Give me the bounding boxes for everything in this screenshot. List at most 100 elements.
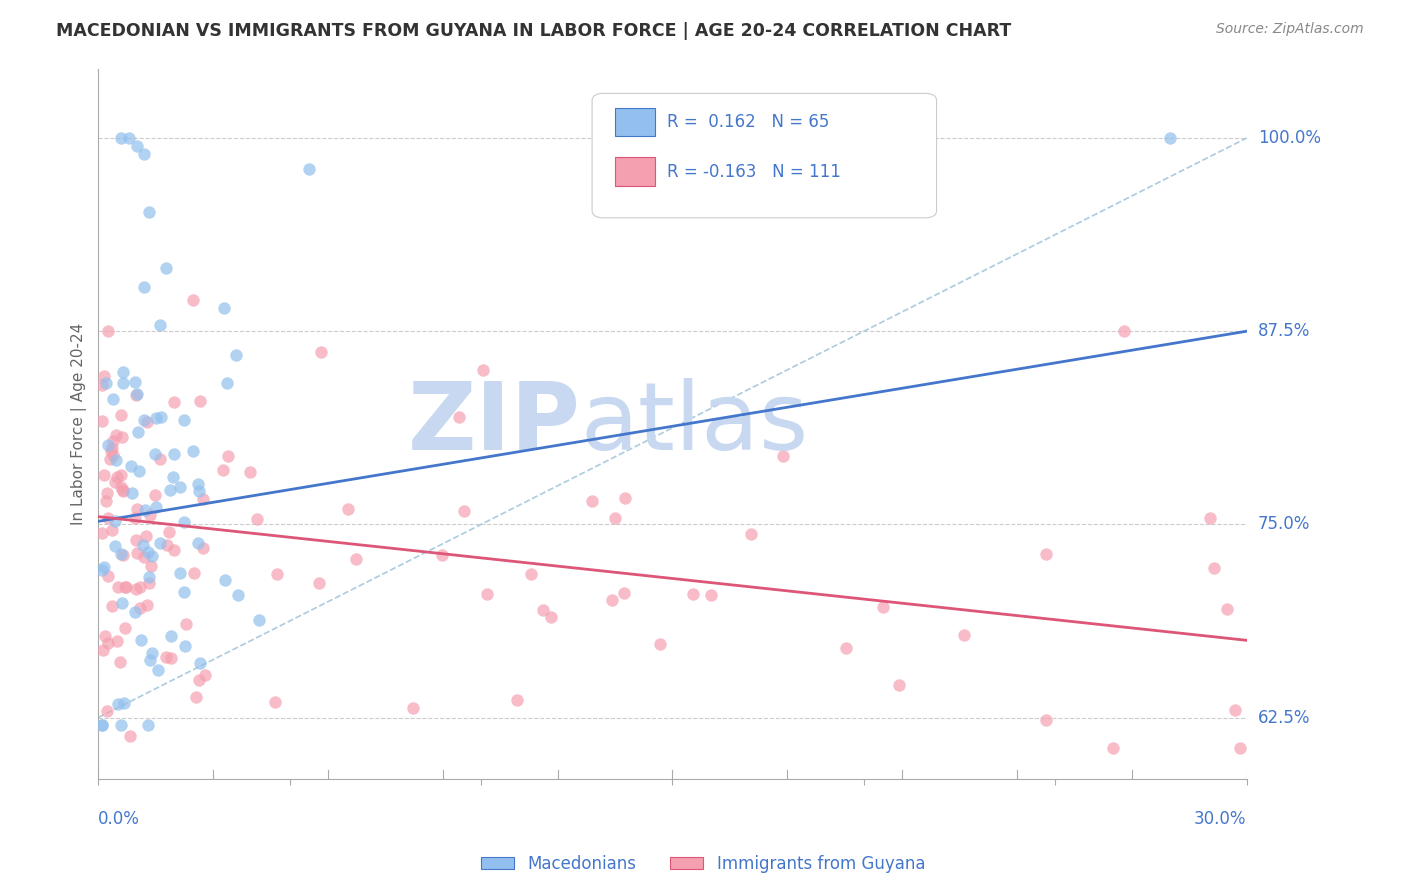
Point [188, 483, 211, 498]
Point [187, 673, 209, 687]
Point [110, 409, 132, 423]
Point [217, 449, 239, 463]
Point [215, 376, 238, 390]
Point [155, 261, 177, 276]
Point [129, 601, 152, 615]
Point [149, 536, 172, 550]
Text: 87.5%: 87.5% [1258, 322, 1310, 340]
Point [97, 511, 120, 525]
Point [1035, 713, 1057, 727]
Point [105, 453, 128, 467]
Point [125, 388, 148, 402]
Point [101, 392, 124, 407]
Point [105, 633, 128, 648]
Point [173, 413, 195, 427]
Point [125, 138, 148, 153]
Point [149, 452, 172, 467]
Point [96, 704, 118, 718]
Point [1035, 548, 1057, 562]
Point [136, 718, 159, 732]
Point [581, 494, 603, 508]
Point [118, 729, 141, 743]
Point [108, 655, 131, 669]
Point [135, 598, 157, 612]
Text: 0.0%: 0.0% [98, 810, 141, 828]
Point [430, 548, 453, 562]
Point [127, 387, 149, 401]
Point [104, 475, 127, 489]
Text: 75.0%: 75.0% [1258, 516, 1310, 533]
Point [138, 570, 160, 584]
Point [139, 508, 162, 523]
Point [246, 512, 269, 526]
Point [239, 465, 262, 479]
FancyBboxPatch shape [614, 157, 655, 186]
Point [114, 621, 136, 635]
Point [1159, 131, 1181, 145]
Point [145, 500, 167, 514]
Point [136, 545, 159, 559]
Point [100, 443, 122, 458]
Point [952, 628, 974, 642]
Point [191, 541, 214, 555]
Point [132, 412, 155, 426]
Point [181, 444, 204, 458]
Text: atlas: atlas [581, 378, 808, 470]
Point [174, 616, 197, 631]
Point [143, 488, 166, 502]
Point [453, 504, 475, 518]
Point [93, 468, 115, 483]
Point [91, 718, 114, 732]
Point [125, 582, 148, 597]
Point [520, 566, 543, 581]
Point [134, 550, 156, 565]
Point [112, 365, 135, 379]
Point [107, 580, 129, 594]
Point [129, 633, 152, 648]
Point [115, 580, 138, 594]
Point [1198, 511, 1220, 525]
Point [475, 586, 498, 600]
Point [128, 464, 150, 478]
Point [194, 668, 217, 682]
Point [111, 484, 134, 499]
Text: R = -0.163   N = 111: R = -0.163 N = 111 [666, 162, 841, 180]
Point [143, 447, 166, 461]
Point [97, 569, 120, 583]
Point [101, 599, 124, 614]
Point [887, 678, 910, 692]
Point [173, 585, 195, 599]
Point [97, 636, 120, 650]
Point [648, 637, 671, 651]
Point [700, 588, 723, 602]
Point [156, 538, 179, 552]
Point [188, 393, 211, 408]
Y-axis label: In Labor Force | Age 20-24: In Labor Force | Age 20-24 [72, 323, 87, 525]
Point [101, 442, 124, 456]
Point [613, 491, 636, 505]
Point [1223, 703, 1246, 717]
Point [157, 525, 180, 540]
Point [127, 425, 149, 440]
Point [132, 538, 155, 552]
Point [120, 459, 142, 474]
Point [105, 470, 128, 484]
Point [107, 697, 129, 711]
Point [740, 527, 762, 541]
Point [506, 693, 529, 707]
Text: MACEDONIAN VS IMMIGRANTS FROM GUYANA IN LABOR FORCE | AGE 20-24 CORRELATION CHAR: MACEDONIAN VS IMMIGRANTS FROM GUYANA IN … [56, 22, 1011, 40]
Point [402, 701, 425, 715]
Point [91, 563, 114, 577]
Point [309, 345, 332, 359]
Point [266, 566, 288, 581]
Text: 62.5%: 62.5% [1258, 708, 1310, 727]
Point [112, 548, 135, 562]
Point [1204, 561, 1226, 575]
Legend: Macedonians, Immigrants from Guyana: Macedonians, Immigrants from Guyana [474, 848, 932, 880]
Point [93, 643, 115, 657]
Point [226, 588, 249, 602]
Point [211, 463, 233, 477]
FancyBboxPatch shape [614, 108, 655, 136]
Point [97, 438, 120, 452]
Point [91, 526, 114, 541]
